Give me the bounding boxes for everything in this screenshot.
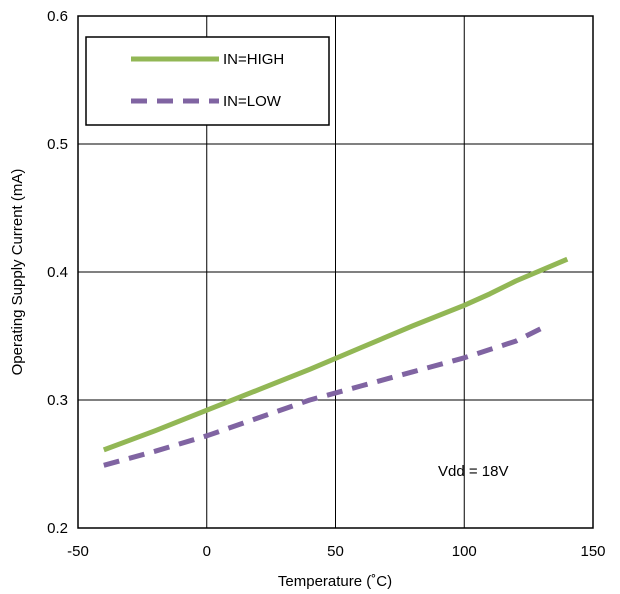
legend-label-in-high: IN=HIGH	[223, 51, 284, 68]
x-tick-label: 0	[203, 543, 211, 560]
legend-label-in-low: IN=LOW	[223, 93, 282, 110]
x-tick-labels: -50 0 50 100 150	[67, 543, 605, 560]
series-line-in-low	[103, 326, 543, 468]
grid-lines	[78, 16, 593, 528]
x-tick-label: 50	[327, 543, 344, 560]
y-tick-labels: 0.2 0.3 0.4 0.5 0.6	[47, 8, 68, 537]
y-tick-label: 0.5	[47, 136, 68, 153]
series-line-in-high	[102, 256, 569, 453]
y-axis-label: Operating Supply Current (mA)	[9, 169, 26, 376]
y-tick-label: 0.2	[47, 520, 68, 537]
plot-area-frame	[77, 15, 594, 529]
legend: IN=HIGH IN=LOW	[85, 36, 330, 126]
x-tick-label: 100	[452, 543, 477, 560]
y-tick-label: 0.3	[47, 392, 68, 409]
y-tick-label: 0.4	[47, 264, 68, 281]
x-axis-label: Temperature (˚C)	[278, 573, 392, 590]
series-layer	[102, 256, 569, 468]
x-tick-label: 150	[580, 543, 605, 560]
vdd-annotation: Vdd = 18V	[438, 463, 508, 480]
legend-box	[85, 36, 330, 126]
x-tick-label: -50	[67, 543, 89, 560]
y-tick-label: 0.6	[47, 8, 68, 25]
